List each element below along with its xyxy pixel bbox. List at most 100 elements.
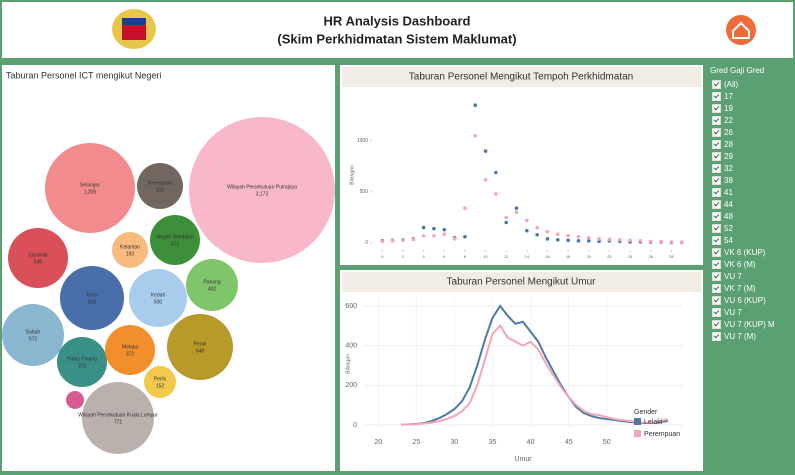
bubble xyxy=(57,337,107,387)
checkbox[interactable] xyxy=(712,319,721,329)
filter-checkbox[interactable]: 32 xyxy=(712,163,733,174)
checkbox[interactable] xyxy=(712,79,721,89)
y-axis-label: Bilangan xyxy=(349,165,355,185)
checkbox[interactable] xyxy=(712,283,721,293)
x-tick-label: 14 xyxy=(525,254,530,259)
checkbox[interactable] xyxy=(712,223,721,233)
x-tick-label: 4 xyxy=(422,254,425,259)
scatter-point xyxy=(473,134,478,138)
filter-label: 28 xyxy=(724,139,733,149)
checkbox[interactable] xyxy=(712,103,721,113)
filter-label: VU 6 (KUP) xyxy=(724,295,766,305)
scatter-point xyxy=(504,215,508,220)
filter-label: VU 7 xyxy=(724,271,742,281)
filter-checkbox[interactable]: 41 xyxy=(712,187,733,198)
checkbox[interactable] xyxy=(712,235,721,245)
checkbox[interactable] xyxy=(712,127,721,137)
legend-title: Gender xyxy=(634,409,658,416)
bubble-label: Perlis xyxy=(154,376,167,382)
bubble-value: 3,173 xyxy=(256,191,269,197)
filter-label: 44 xyxy=(724,199,733,209)
scatter-panel xyxy=(340,65,703,265)
scatter-point xyxy=(556,238,560,242)
filter-checkbox[interactable]: VK 6 (M) xyxy=(712,259,756,270)
x-tick-label: 28 xyxy=(669,254,674,259)
bubble xyxy=(167,314,233,380)
filter-checkbox[interactable]: 22 xyxy=(712,115,733,126)
bubble xyxy=(188,116,336,264)
checkbox[interactable] xyxy=(712,187,721,197)
filter-label: VU 7 (KUP) M xyxy=(724,319,775,329)
bubble-value: 572 xyxy=(29,336,38,342)
filter-checkbox[interactable]: 52 xyxy=(712,223,733,234)
scatter-point xyxy=(586,236,591,240)
scatter-point xyxy=(566,238,570,243)
x-tick-label: 25 xyxy=(412,439,420,446)
checkbox[interactable] xyxy=(712,163,721,173)
scatter-point xyxy=(576,239,581,243)
filter-checkbox[interactable]: 48 xyxy=(712,211,733,222)
filter-checkbox[interactable]: VU 7 xyxy=(712,307,742,318)
scatter-point xyxy=(648,239,653,244)
checkbox[interactable] xyxy=(712,247,721,257)
line-series xyxy=(401,324,669,426)
filter-checkbox[interactable]: VU 7 (M) xyxy=(712,331,756,342)
filter-checkbox[interactable]: VU 7 (KUP) M xyxy=(712,319,775,330)
bubble-value: 771 xyxy=(114,419,123,425)
scatter-point xyxy=(380,239,385,244)
bubble xyxy=(45,143,135,233)
bubble xyxy=(150,215,200,265)
x-tick-label: 2 xyxy=(402,254,405,259)
scatter-point xyxy=(628,238,632,243)
bubble xyxy=(82,382,154,454)
bubble-label: Johor xyxy=(86,292,99,298)
filter-checkbox[interactable]: 44 xyxy=(712,199,733,210)
filter-checkbox[interactable]: VU 7 xyxy=(712,271,742,282)
bubble xyxy=(111,231,149,269)
scatter-point xyxy=(514,210,519,215)
filter-checkbox[interactable]: 28 xyxy=(712,139,733,150)
scatter-title: Taburan Personel Mengikut Tempoh Perkhid… xyxy=(409,72,633,83)
filter-checkbox[interactable]: 29 xyxy=(712,151,733,162)
logo xyxy=(112,9,156,49)
scatter-point xyxy=(514,206,519,211)
scatter-point xyxy=(566,233,570,238)
filter-label: VK 7 (M) xyxy=(724,283,756,293)
checkbox[interactable] xyxy=(712,199,721,209)
scatter-point xyxy=(452,237,457,241)
checkbox[interactable] xyxy=(712,331,721,341)
bubble xyxy=(66,391,84,409)
bubble-label: Kedah xyxy=(151,292,166,298)
scatter-point xyxy=(617,238,622,242)
checkbox[interactable] xyxy=(712,295,721,305)
scatter-point xyxy=(432,233,436,238)
checkbox[interactable] xyxy=(712,91,721,101)
filter-checkbox[interactable]: 17 xyxy=(712,91,733,102)
checkbox[interactable] xyxy=(712,211,721,221)
y-tick-label: 400 xyxy=(345,342,357,349)
filter-label: VU 7 (M) xyxy=(724,331,756,341)
x-tick-label: 22 xyxy=(607,254,612,259)
checkbox[interactable] xyxy=(712,271,721,281)
scatter-point xyxy=(442,227,447,232)
scatter-point xyxy=(390,239,395,243)
filter-checkbox[interactable]: (All) xyxy=(712,79,738,90)
checkbox[interactable] xyxy=(712,139,721,149)
checkbox[interactable] xyxy=(712,307,721,317)
bubble-label: Negeri Sembilan xyxy=(157,234,194,240)
home-button[interactable] xyxy=(726,15,756,45)
filter-checkbox[interactable]: VK 7 (M) xyxy=(712,283,756,294)
bubble-value: 372 xyxy=(171,241,180,247)
filter-checkbox[interactable]: 26 xyxy=(712,127,733,138)
filter-checkbox[interactable]: 38 xyxy=(712,175,733,186)
checkbox[interactable] xyxy=(712,175,721,185)
filter-checkbox[interactable]: VU 6 (KUP) xyxy=(712,295,766,306)
checkbox[interactable] xyxy=(712,259,721,269)
checkbox[interactable] xyxy=(712,151,721,161)
filter-checkbox[interactable]: 54 xyxy=(712,235,733,246)
checkbox[interactable] xyxy=(712,115,721,125)
x-tick-label: 20 xyxy=(374,439,382,446)
filter-checkbox[interactable]: VK 6 (KUP) xyxy=(712,247,765,258)
filter-checkbox[interactable]: 19 xyxy=(712,103,733,114)
